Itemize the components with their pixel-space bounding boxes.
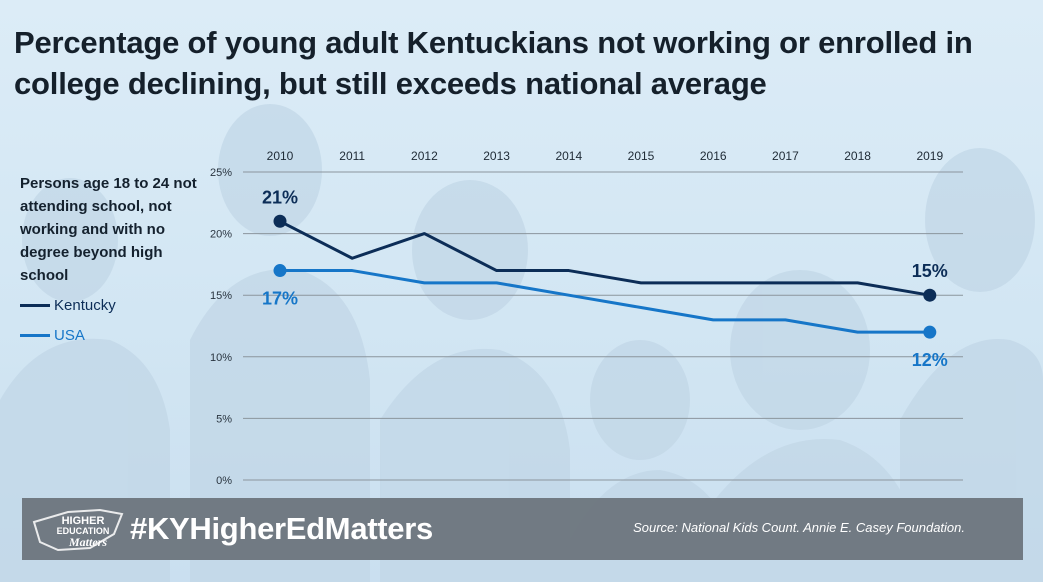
y-tick-label: 25% [210, 167, 232, 179]
legend: Kentucky USA [20, 290, 116, 350]
logo-text-matters: Matters [68, 535, 107, 549]
series-points [273, 214, 937, 339]
x-tick-label: 2019 [916, 149, 943, 163]
x-tick-label: 2012 [411, 149, 438, 163]
logo-text-education: EDUCATION [57, 526, 110, 536]
logo-text-higher: HIGHER [62, 515, 105, 527]
x-tick-label: 2017 [772, 149, 799, 163]
data-label-start-kentucky: 21% [262, 187, 298, 207]
data-point-usa [923, 325, 937, 339]
data-point-kentucky [923, 288, 937, 302]
series-line-usa [280, 269, 930, 334]
x-tick-label: 2015 [628, 149, 655, 163]
x-tick-label: 2013 [483, 149, 510, 163]
data-label-end-usa: 12% [912, 350, 948, 370]
data-label-start-usa: 17% [262, 289, 298, 309]
x-axis-ticks: 2010 2011 2012 2013 2014 2015 2016 2017 2018 2019 [267, 149, 944, 163]
data-label-end-kentucky: 15% [912, 261, 948, 281]
chart-title: Percentage of young adult Kentuckians no… [14, 25, 973, 101]
hashtag-text: #KYHigherEdMatters [130, 511, 433, 546]
legend-label-kentucky: Kentucky [54, 296, 116, 314]
series-description: Persons age 18 to 24 not attending schoo… [20, 175, 197, 284]
grid-lines [243, 171, 963, 481]
higher-education-matters-logo: HIGHER EDUCATION Matters [32, 508, 124, 552]
source-note: Source: National Kids Count. Annie E. Ca… [633, 520, 965, 535]
footer-bar: HIGHER EDUCATION Matters #KYHigherEdMatt… [22, 498, 1023, 560]
legend-swatch-kentucky [20, 303, 50, 307]
legend-label-usa: USA [54, 326, 85, 344]
x-tick-label: 2018 [844, 149, 871, 163]
x-tick-label: 2010 [267, 149, 294, 163]
y-axis-ticks: 25% 20% 15% 10% 5% 0% [210, 167, 232, 487]
y-tick-label: 15% [210, 290, 232, 302]
data-point-kentucky [273, 214, 287, 228]
y-tick-label: 5% [216, 413, 232, 425]
x-tick-label: 2014 [555, 149, 582, 163]
y-tick-label: 20% [210, 229, 232, 241]
data-labels: 21% 15% 17% 12% [262, 187, 948, 370]
series-line-kentucky [279, 219, 931, 297]
data-point-usa [273, 264, 287, 278]
x-tick-label: 2016 [700, 149, 727, 163]
legend-item-kentucky: Kentucky [20, 290, 116, 320]
line-chart: 25%20%15%10%5%0% 2010 2011 2012 2013 2014 201… [210, 149, 963, 487]
x-tick-label: 2011 [339, 149, 365, 163]
legend-item-usa: USA [20, 320, 116, 350]
y-tick-label: 0% [216, 475, 232, 487]
legend-swatch-usa [20, 333, 50, 337]
series-lines [279, 219, 931, 334]
y-tick-label: 10% [210, 352, 232, 364]
